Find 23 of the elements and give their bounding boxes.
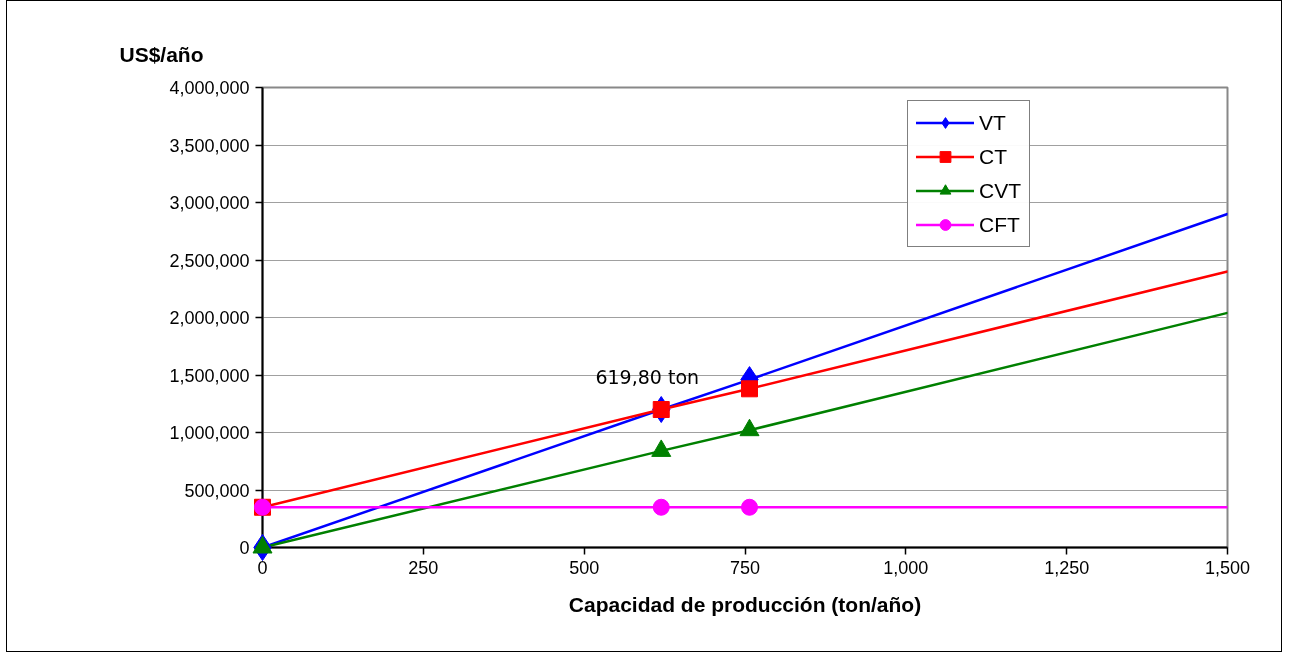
x-tick-label: 1,500	[1204, 557, 1251, 578]
x-tick-label: 250	[408, 557, 439, 578]
y-axis-title: US$/año	[119, 42, 204, 66]
x-tick-label: 500	[569, 557, 600, 578]
x-axis-title: Capacidad de producción (ton/año)	[568, 592, 922, 616]
legend-label: CT	[979, 143, 1007, 170]
y-tick-label: 2,500,000	[169, 250, 250, 271]
x-tick-label: 1,250	[1044, 557, 1090, 578]
y-tick-label: 500,000	[184, 480, 250, 501]
annotation: 619,80 ton	[595, 365, 700, 388]
x-tick-label: 750	[729, 557, 761, 578]
y-tick-label: 3,000,000	[169, 193, 250, 213]
y-tick-label: 3,500,000	[169, 135, 250, 156]
legend-label: VT	[979, 109, 1006, 136]
y-tick-label: 4,000,000	[169, 78, 250, 98]
y-tick-label: 1,000,000	[169, 423, 250, 443]
legend-label: CVT	[979, 177, 1021, 204]
y-tick-label: 1,500,000	[169, 365, 250, 386]
legend-label: CFT	[979, 211, 1020, 238]
y-tick-label: 0	[239, 538, 250, 558]
y-tick-label: 2,000,000	[169, 308, 250, 328]
x-tick-label: 1,000	[883, 557, 929, 578]
x-tick-label: 0	[257, 557, 268, 578]
